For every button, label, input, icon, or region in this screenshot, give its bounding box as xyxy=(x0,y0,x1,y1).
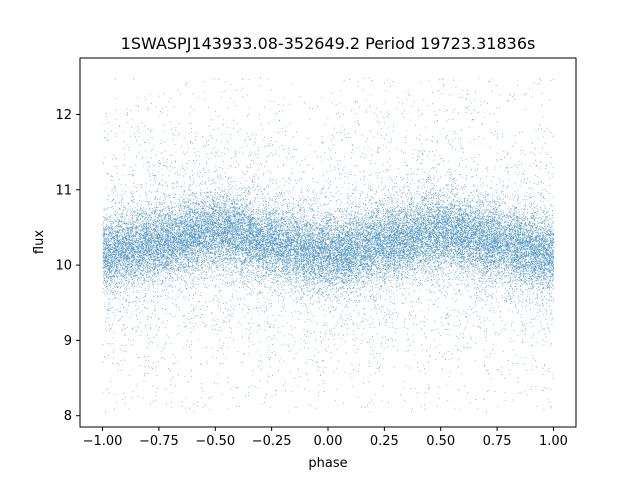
y-tick-label: 12 xyxy=(55,108,72,123)
x-tick-label: −0.75 xyxy=(139,434,179,449)
scatter-point-cloud xyxy=(102,77,555,413)
x-tick-label: −0.50 xyxy=(195,434,235,449)
x-tick-label: 0.50 xyxy=(426,434,455,449)
x-tick-label: 1.00 xyxy=(539,434,568,449)
y-tick-label: 9 xyxy=(64,334,72,349)
y-tick-label: 8 xyxy=(64,409,72,424)
x-axis-label: phase xyxy=(308,456,347,471)
x-tick-label: 0.75 xyxy=(483,434,512,449)
y-axis: 8 9 10 11 12 xyxy=(55,108,80,424)
y-axis-label: flux xyxy=(32,230,47,254)
x-axis: −1.00 −0.75 −0.50 −0.25 0.00 0.25 0.50 0.75 1.00 xyxy=(83,427,568,449)
scatter-points xyxy=(102,77,555,413)
x-tick-label: −0.25 xyxy=(252,434,292,449)
x-tick-label: 0.25 xyxy=(370,434,399,449)
plot-area xyxy=(79,57,577,428)
chart-title: 1SWASPJ143933.08-352649.2 Period 19723.3… xyxy=(121,34,536,53)
y-tick-label: 11 xyxy=(55,183,72,198)
x-tick-label: −1.00 xyxy=(83,434,123,449)
y-tick-label: 10 xyxy=(55,259,72,274)
x-tick-label: 0.00 xyxy=(314,434,343,449)
